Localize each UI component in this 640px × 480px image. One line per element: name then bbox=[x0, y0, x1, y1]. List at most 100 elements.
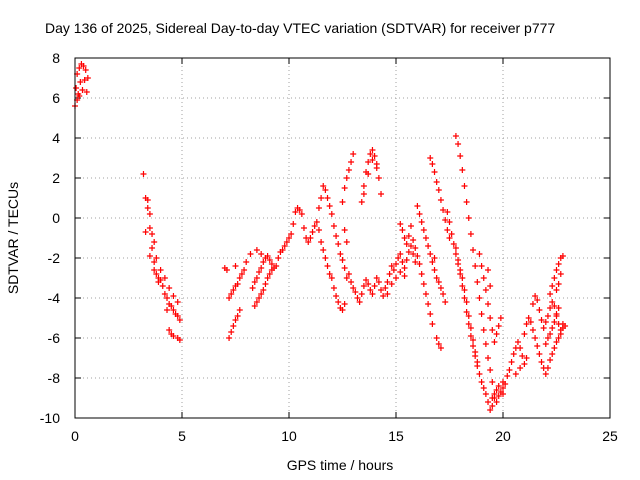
data-point bbox=[309, 229, 316, 235]
data-point bbox=[418, 271, 425, 277]
data-point bbox=[360, 191, 367, 197]
data-point bbox=[373, 161, 380, 167]
data-point bbox=[467, 325, 474, 331]
data-point bbox=[232, 263, 239, 269]
data-point bbox=[348, 279, 355, 285]
data-point bbox=[459, 275, 466, 281]
data-point bbox=[482, 287, 489, 293]
data-points bbox=[72, 61, 569, 413]
data-point bbox=[547, 331, 554, 337]
data-point bbox=[433, 275, 440, 281]
data-point bbox=[350, 151, 357, 157]
data-point bbox=[371, 153, 378, 159]
data-point bbox=[365, 281, 372, 287]
data-point bbox=[339, 199, 346, 205]
data-point bbox=[81, 77, 88, 83]
data-point bbox=[410, 237, 417, 243]
data-point bbox=[429, 161, 436, 167]
data-point bbox=[435, 187, 442, 193]
data-point bbox=[324, 195, 331, 201]
data-point bbox=[529, 301, 536, 307]
data-point bbox=[290, 221, 297, 227]
data-point bbox=[544, 335, 551, 341]
data-point bbox=[230, 323, 237, 329]
data-point bbox=[343, 239, 350, 245]
data-point bbox=[403, 241, 410, 247]
data-point bbox=[369, 147, 376, 153]
data-point bbox=[465, 321, 472, 327]
data-point bbox=[155, 275, 162, 281]
data-point bbox=[313, 219, 320, 225]
y-axis-label: SDTVAR / TECUs bbox=[5, 182, 21, 294]
data-point bbox=[542, 341, 549, 347]
data-point bbox=[144, 205, 151, 211]
data-point bbox=[170, 293, 177, 299]
data-point bbox=[83, 89, 90, 95]
data-point bbox=[258, 265, 265, 271]
data-point bbox=[412, 245, 419, 251]
data-point bbox=[465, 313, 472, 319]
data-point bbox=[416, 261, 423, 267]
data-point bbox=[140, 171, 147, 177]
data-point bbox=[296, 207, 303, 213]
data-point bbox=[228, 329, 235, 335]
data-point bbox=[365, 159, 372, 165]
data-point bbox=[493, 399, 500, 405]
data-point bbox=[474, 359, 481, 365]
data-point bbox=[79, 87, 86, 93]
data-point bbox=[461, 295, 468, 301]
data-point bbox=[427, 311, 434, 317]
data-point bbox=[380, 293, 387, 299]
data-point bbox=[435, 341, 442, 347]
x-tick-label: 0 bbox=[71, 428, 79, 444]
data-point bbox=[262, 281, 269, 287]
data-point bbox=[472, 349, 479, 355]
data-point bbox=[459, 283, 466, 289]
data-point bbox=[495, 383, 502, 389]
data-point bbox=[448, 231, 455, 237]
data-point bbox=[480, 275, 487, 281]
data-point bbox=[358, 199, 365, 205]
data-point bbox=[300, 225, 307, 231]
data-point bbox=[315, 205, 322, 211]
y-tick-label: 0 bbox=[52, 210, 60, 226]
data-point bbox=[553, 287, 560, 293]
data-point bbox=[480, 327, 487, 333]
data-point bbox=[474, 279, 481, 285]
data-point bbox=[230, 287, 237, 293]
data-point bbox=[367, 287, 374, 293]
data-point bbox=[324, 263, 331, 269]
data-point bbox=[330, 223, 337, 229]
data-point bbox=[487, 407, 494, 413]
data-point bbox=[241, 267, 248, 273]
data-point bbox=[495, 323, 502, 329]
data-point bbox=[335, 299, 342, 305]
data-point bbox=[260, 259, 267, 265]
data-point bbox=[487, 367, 494, 373]
y-tick-label: -6 bbox=[48, 330, 61, 346]
data-point bbox=[397, 269, 404, 275]
data-point bbox=[500, 385, 506, 391]
grid bbox=[75, 58, 610, 418]
data-point bbox=[360, 283, 367, 289]
data-point bbox=[350, 285, 357, 291]
data-point bbox=[77, 79, 84, 85]
data-point bbox=[382, 285, 389, 291]
y-tick-label: -10 bbox=[40, 410, 60, 426]
tick-labels: 0 5 10 15 20 25 -10 -8 -6 -4 -2 0 2 4 6 8 bbox=[40, 50, 618, 444]
data-point bbox=[547, 305, 554, 311]
y-tick-label: -8 bbox=[48, 370, 61, 386]
data-point bbox=[482, 341, 489, 347]
data-point bbox=[493, 387, 500, 393]
x-tick-label: 25 bbox=[602, 428, 618, 444]
data-point bbox=[517, 345, 524, 351]
data-point bbox=[288, 231, 295, 237]
data-point bbox=[551, 319, 558, 325]
data-point bbox=[547, 291, 554, 297]
data-point bbox=[174, 313, 181, 319]
data-point bbox=[405, 233, 412, 239]
data-point bbox=[427, 251, 434, 257]
data-point bbox=[470, 247, 477, 253]
data-point bbox=[480, 385, 487, 391]
data-point bbox=[305, 239, 312, 245]
